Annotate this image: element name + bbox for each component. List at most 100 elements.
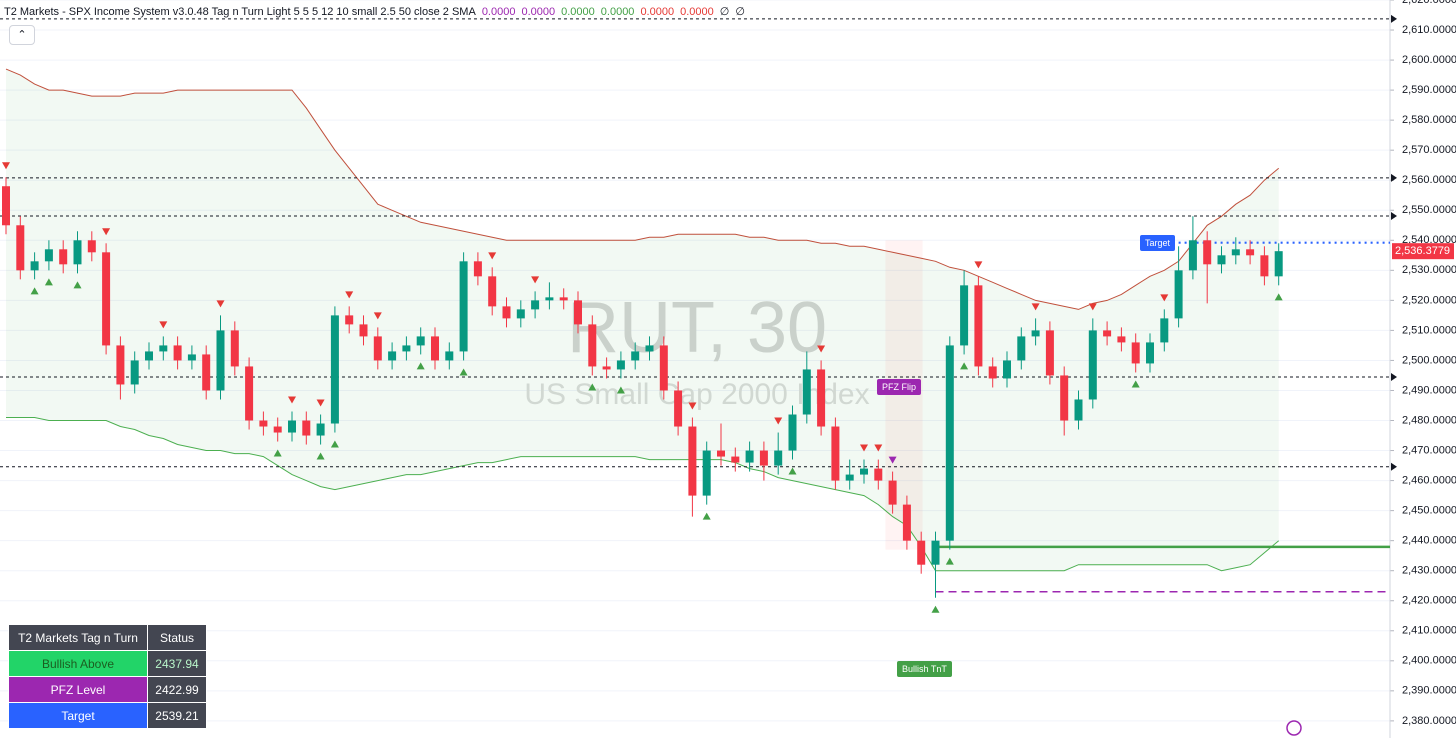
buy-signal [931,605,940,613]
sell-signal [488,252,497,260]
sell-signal [817,345,826,353]
candle-body [1146,342,1154,364]
candle-body [402,345,411,352]
candle-body [459,261,468,352]
header-cell: Status [147,624,207,651]
buy-signal [788,467,797,475]
candle-body [645,345,654,352]
sell-signal [316,399,325,407]
candle-body [288,420,296,433]
candle-body [202,354,211,391]
candle-body [574,300,582,325]
indicator-value: 0.0000 [600,6,635,18]
candle-body [974,285,983,367]
sell-signal [345,291,354,299]
indicator-value: 0.0000 [561,6,595,18]
buy-signal [73,281,82,289]
candle-body [373,336,382,361]
candle-body [259,420,268,427]
candle-body [702,450,711,496]
sell-signal [102,228,111,236]
candle-body [1031,330,1040,337]
candle-body [1188,240,1197,271]
row-value: 2539.21 [147,702,207,729]
candle-body [988,366,997,379]
header-cell: T2 Markets Tag n Turn [8,624,148,651]
y-tick-label: 2,510.0000 [1402,324,1456,336]
sell-signal [373,312,382,320]
candle-body [516,309,525,319]
candle-body [1003,360,1011,379]
y-tick-label: 2,380.0000 [1402,715,1456,727]
candle-body [73,240,82,265]
buy-signal [960,362,969,370]
y-tick-label: 2,390.0000 [1402,685,1456,697]
candle-body [316,423,325,436]
y-tick-label: 2,560.0000 [1402,174,1456,186]
candle-body [1231,249,1240,256]
y-tick-label: 2,410.0000 [1402,625,1456,637]
row-label: Target [8,702,148,729]
candle-body [1103,330,1112,337]
candle-body [860,468,868,475]
candle-body [888,480,897,505]
collapse-button[interactable]: ⌃ [9,25,35,45]
y-tick-label: 2,400.0000 [1402,655,1456,667]
row-value: 2437.94 [147,650,207,677]
sell-signal [1088,303,1097,311]
candle-body [831,426,840,481]
candle-body [130,360,139,385]
y-tick-label: 2,420.0000 [1402,595,1456,607]
candle-body [102,252,111,346]
candle-body [87,240,96,253]
buy-signal [416,362,425,370]
buy-signal [945,557,954,565]
candle-body [588,324,597,367]
buy-signal [330,440,339,448]
y-tick-label: 2,570.0000 [1402,144,1456,156]
candle-body [230,330,239,367]
candle-body [145,351,153,361]
candle-body [545,297,554,301]
y-tick-label: 2,440.0000 [1402,535,1456,547]
level-marker [1391,14,1397,23]
candle-body [731,456,740,463]
candle-body [116,345,125,385]
candle-body [559,297,568,301]
flip-signal [888,456,897,464]
y-tick-label: 2,480.0000 [1402,414,1456,426]
candle-body [416,336,425,346]
candle-body [431,336,439,361]
candle-body [44,249,53,262]
candle-body [1088,330,1097,400]
candle-body [359,324,368,337]
watermark-symbol: RUT, 30 [567,288,827,368]
y-tick-label: 2,550.0000 [1402,204,1456,216]
candle-body [917,540,926,565]
y-tick-label: 2,450.0000 [1402,505,1456,517]
sell-signal [688,402,697,410]
candle-body [173,345,182,361]
candle-body [187,354,196,361]
indicator-value: 0.0000 [481,6,516,18]
indicator-value: 0.0000 [680,6,714,18]
candle-body [1117,336,1126,343]
sell-signal [1031,303,1040,311]
candle-body [345,315,354,325]
target-label: Target [1140,235,1176,251]
candle-body [445,351,454,361]
candle-body [2,186,10,226]
bullish-label: Bullish TnT [897,661,952,677]
candle-body [788,414,797,451]
candle-body [1045,330,1054,376]
sell-signal [974,261,983,269]
candle-body [774,450,783,466]
row-value: 2422.99 [147,676,207,703]
flip-label: PFZ Flip [877,379,922,395]
y-tick-label: 2,430.0000 [1402,565,1456,577]
candle-body [1274,251,1283,277]
sell-signal [774,417,783,425]
buy-signal [616,386,625,394]
buy-signal [1131,380,1140,388]
